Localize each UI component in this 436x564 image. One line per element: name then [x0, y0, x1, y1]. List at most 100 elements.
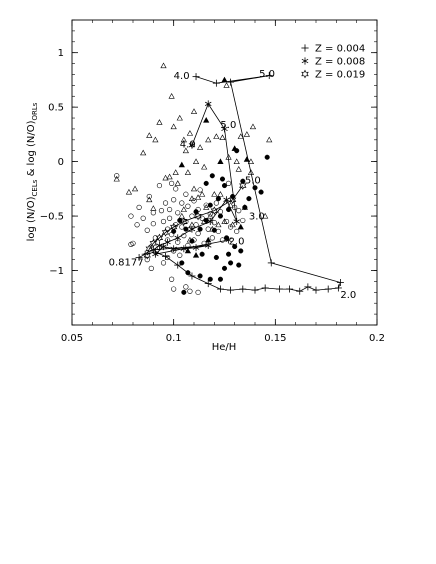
legend: Z = 0.004 Z = 0.008 Z = 0.019 [301, 44, 365, 81]
filled-triangle-point [203, 116, 210, 123]
y-title-part-1: log (N/O) [26, 196, 37, 241]
open-circle-point [144, 227, 150, 233]
open-circle-point [211, 220, 217, 226]
filled-circle-point [217, 213, 223, 219]
open-triangle-point [203, 204, 210, 210]
asterisk-marker [188, 141, 196, 149]
filled-circle-point [223, 235, 230, 241]
open-circle-point [134, 222, 140, 228]
open-triangle-point [125, 188, 133, 195]
filled-circle-point [236, 262, 242, 268]
open-circle-point [197, 187, 203, 193]
filled-circle-point [197, 226, 203, 232]
x-tick-label: 0.2 [369, 333, 385, 344]
open-circle-point [150, 221, 156, 227]
open-triangle-point [184, 169, 192, 175]
star-marker [228, 195, 237, 204]
open-triangle-point [229, 221, 236, 228]
open-circle-point [207, 211, 213, 217]
star-marker [149, 239, 158, 248]
open-triangle-point [186, 236, 194, 243]
plus-marker [324, 285, 332, 293]
open-triangle-point [241, 204, 248, 210]
star-marker [194, 211, 202, 221]
open-triangle-point [227, 201, 234, 208]
model-tracks [135, 72, 344, 295]
star-marker [301, 69, 309, 79]
open-triangle-point [178, 212, 185, 219]
track-annotation: 2.0 [229, 237, 245, 248]
open-triangle-point [221, 218, 228, 224]
filled-circle-point [171, 228, 177, 234]
plus-marker [304, 283, 312, 291]
filled-circle-point [264, 154, 270, 160]
plus-marker [296, 287, 304, 295]
filled-triangle-point [205, 236, 212, 243]
open-triangle-point [176, 114, 183, 121]
legend-label: Z = 0.008 [315, 57, 365, 68]
plus-marker [212, 79, 220, 87]
filled-circle-point [221, 265, 228, 271]
open-triangle-point [166, 173, 173, 180]
open-circle-point [236, 208, 242, 214]
open-circle-point [164, 237, 171, 243]
filled-circle-point [199, 251, 205, 257]
y-tick-label: 0.5 [48, 103, 64, 114]
plus-marker [227, 286, 235, 294]
asterisk-marker [233, 218, 240, 226]
open-triangle-point [215, 221, 222, 228]
open-triangle-point [146, 132, 153, 138]
open-triangle-point [194, 194, 202, 200]
plus-marker [216, 285, 224, 293]
open-circle-point [201, 240, 207, 246]
open-triangle-point [174, 180, 181, 186]
filled-circle-point [207, 202, 213, 208]
plus-marker [251, 286, 259, 294]
open-circle-point [171, 197, 177, 203]
track-annotation: 5.0 [259, 69, 275, 80]
plus-marker [336, 279, 344, 287]
open-triangle-point [225, 154, 232, 160]
y-title-sub-1: CELs [31, 179, 39, 196]
open-triangle-point [243, 131, 250, 137]
open-circle-point [217, 209, 224, 215]
asterisk-marker [180, 245, 188, 253]
track-annotation: 4.0 [180, 140, 196, 151]
open-triangle-point [182, 147, 189, 154]
open-triangle-point [233, 158, 240, 164]
open-circle-point [177, 252, 183, 258]
open-circle-point [234, 228, 240, 234]
open-triangle-point [156, 119, 163, 125]
open-circle-point [209, 235, 215, 241]
plus-marker [334, 284, 342, 292]
asterisk-marker [301, 57, 309, 65]
star-marker [161, 228, 170, 237]
filled-circle-point [203, 180, 209, 186]
open-triangle-point [213, 133, 220, 139]
open-circle-point [130, 240, 136, 246]
open-circle-point [162, 200, 169, 206]
open-triangle-point [262, 212, 269, 219]
open-circle-point [148, 265, 154, 271]
track-annotation: 3.0 [249, 212, 265, 223]
filled-triangle-point [243, 156, 250, 162]
open-circle-point [171, 286, 177, 292]
open-circle-point [156, 182, 163, 189]
plus-marker [174, 261, 182, 269]
open-circle-point [114, 173, 120, 179]
asterisk-marker [192, 244, 200, 252]
x-tick-label: 0.05 [61, 333, 83, 344]
track-annotation: 4.0 [174, 71, 190, 82]
open-triangle-point [219, 134, 226, 141]
open-circle-point [152, 235, 158, 241]
legend-label: Z = 0.004 [315, 44, 365, 55]
plus-marker [204, 280, 212, 288]
filled-circle-point [217, 276, 223, 282]
open-circle-point [175, 210, 181, 216]
open-circle-point [173, 222, 179, 228]
filled-triangle-point [221, 76, 228, 83]
open-triangle-point [237, 133, 244, 139]
open-triangle-point [199, 191, 206, 197]
open-triangle-point [235, 166, 242, 172]
